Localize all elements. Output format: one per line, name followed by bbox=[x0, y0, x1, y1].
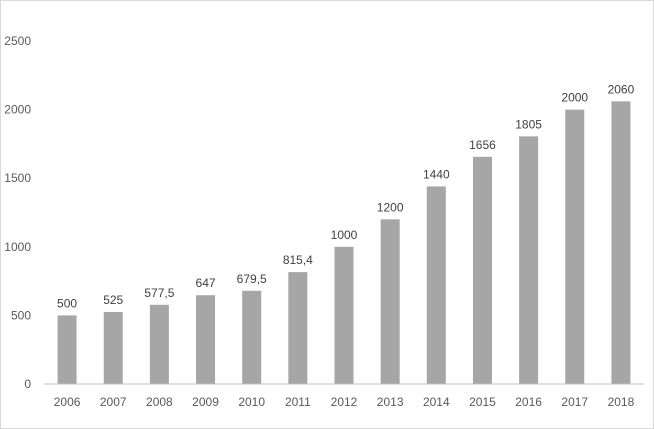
bar-2012 bbox=[334, 246, 354, 384]
x-tick-label-2018: 2018 bbox=[608, 395, 635, 409]
x-axis-labels: 2006 2007 2008 2009 2010 2011 2012 2013 2014 2015… bbox=[54, 395, 635, 409]
data-label-2017: 2000 bbox=[561, 91, 588, 105]
data-label-2012: 1000 bbox=[331, 228, 358, 242]
x-tick-label-2012: 2012 bbox=[331, 395, 358, 409]
y-axis-ticks: 0 500 1000 1500 2000 2500 bbox=[4, 34, 31, 391]
bar-2017 bbox=[565, 109, 585, 384]
bar-2014 bbox=[426, 186, 446, 384]
bar-2015 bbox=[472, 156, 492, 384]
bar-2008 bbox=[149, 304, 169, 384]
bar-2016 bbox=[519, 136, 539, 384]
data-label-2011: 815,4 bbox=[283, 253, 313, 267]
data-label-2008: 577,5 bbox=[144, 286, 174, 300]
data-label-2006: 500 bbox=[57, 296, 77, 310]
data-label-2015: 1656 bbox=[469, 138, 496, 152]
data-label-2007: 525 bbox=[103, 293, 123, 307]
data-label-2009: 647 bbox=[196, 276, 216, 290]
x-tick-label-2010: 2010 bbox=[238, 395, 265, 409]
x-tick-label-2007: 2007 bbox=[100, 395, 127, 409]
bar-2009 bbox=[196, 295, 216, 384]
x-tick-label-2014: 2014 bbox=[423, 395, 450, 409]
data-label-2018: 2060 bbox=[608, 82, 635, 96]
data-label-2010: 679,5 bbox=[237, 272, 267, 286]
y-tick-label: 500 bbox=[11, 308, 31, 322]
bar-2007 bbox=[103, 311, 123, 384]
y-tick-label: 2000 bbox=[4, 103, 31, 117]
data-label-2014: 1440 bbox=[423, 167, 450, 181]
y-tick-label: 1000 bbox=[4, 240, 31, 254]
x-tick-label-2006: 2006 bbox=[54, 395, 81, 409]
x-tick-label-2008: 2008 bbox=[146, 395, 173, 409]
x-tick-label-2016: 2016 bbox=[515, 395, 542, 409]
bar-2011 bbox=[288, 272, 308, 384]
x-tick-label-2011: 2011 bbox=[285, 395, 311, 409]
data-label-2016: 1805 bbox=[515, 117, 542, 131]
bar-2013 bbox=[380, 219, 400, 384]
data-labels: 500 525 577,5 647 679,5 815,4 1000 1200 1440 1656… bbox=[57, 82, 635, 310]
x-tick-label-2015: 2015 bbox=[469, 395, 496, 409]
y-tick-label: 1500 bbox=[4, 171, 31, 185]
data-label-2013: 1200 bbox=[377, 200, 404, 214]
x-tick-label-2009: 2009 bbox=[192, 395, 219, 409]
bars bbox=[57, 101, 631, 385]
y-tick-label: 0 bbox=[24, 377, 31, 391]
x-tick-label-2013: 2013 bbox=[377, 395, 404, 409]
x-tick-label-2017: 2017 bbox=[561, 395, 588, 409]
bar-2018 bbox=[611, 101, 631, 385]
y-tick-label: 2500 bbox=[4, 34, 31, 48]
bar-2010 bbox=[242, 290, 262, 384]
bar-2006 bbox=[57, 315, 77, 384]
